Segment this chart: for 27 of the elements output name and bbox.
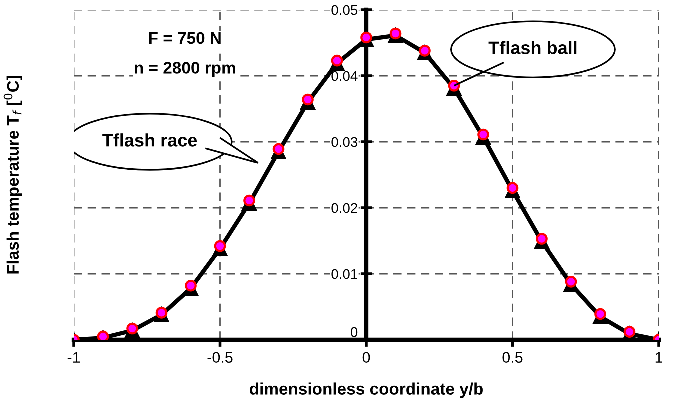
- annotation: F = 750 N: [149, 32, 221, 44]
- y-tick-label: 0.01: [332, 269, 358, 280]
- point: [565, 276, 578, 288]
- point: [331, 54, 344, 67]
- x-tick-label: 0.5: [502, 352, 523, 364]
- point: [594, 308, 606, 320]
- point: [214, 240, 226, 252]
- point: [506, 182, 519, 194]
- y-axis-title: Flash temperature T$_{f}$ [$^{0}$C]: [4, 76, 22, 274]
- y-tick-label: 0.02: [332, 203, 358, 214]
- y-tick-label: 0.05: [332, 5, 358, 16]
- point: [478, 128, 490, 141]
- x-tick-label: 0: [362, 352, 370, 364]
- y-tick-label: 0.03: [332, 137, 358, 148]
- point: [244, 194, 256, 207]
- point: [185, 280, 197, 292]
- annotation: Tflash ball: [488, 41, 577, 54]
- y-tick-label: 0.04: [332, 71, 358, 82]
- point: [302, 94, 314, 106]
- annotation: n = 2800 rpm: [135, 62, 236, 78]
- x-tick-label: -1: [68, 352, 80, 363]
- annotation: Tflash race: [102, 134, 198, 147]
- x-axis-title: dimensionless coordinate y/b: [250, 382, 483, 398]
- x-tick-label: 1: [656, 352, 663, 363]
- y-tick-label: 0: [350, 327, 358, 338]
- point: [360, 32, 372, 44]
- x-tick-label: -0.5: [208, 352, 233, 364]
